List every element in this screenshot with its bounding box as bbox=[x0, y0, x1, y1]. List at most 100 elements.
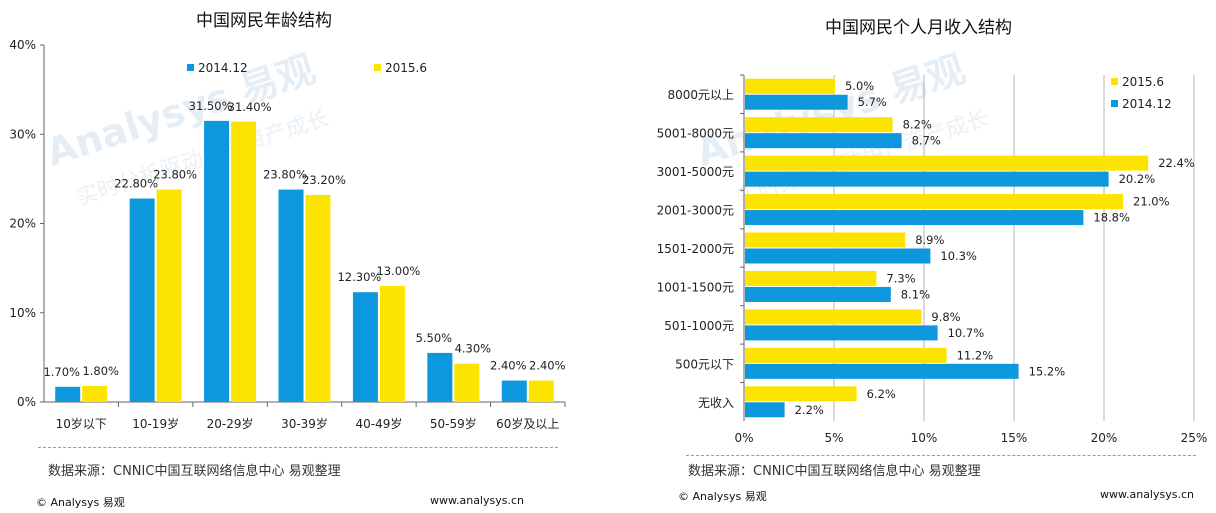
data-label: 8.1% bbox=[901, 287, 930, 301]
legend-swatch bbox=[374, 64, 381, 71]
bar-2014.12 bbox=[204, 120, 230, 403]
y-tick-label: 20% bbox=[9, 217, 36, 231]
x-tick-label: 60岁及以上 bbox=[496, 416, 559, 431]
bar-2015.6 bbox=[231, 121, 257, 402]
bar-2014.12 bbox=[352, 292, 378, 402]
legend-label: 2015.6 bbox=[385, 61, 427, 75]
data-label: 22.80% bbox=[114, 177, 158, 191]
x-tick-label: 0% bbox=[734, 431, 753, 445]
bar-2014.12 bbox=[55, 386, 81, 402]
source-note: 数据来源：CNNIC中国互联网络信息中心 易观整理 bbox=[688, 464, 981, 479]
x-tick-label: 10岁以下 bbox=[56, 416, 107, 431]
bar-2014.12 bbox=[745, 363, 1019, 379]
data-label: 2.40% bbox=[529, 359, 566, 373]
bar-2015.6 bbox=[305, 194, 331, 402]
data-label: 5.7% bbox=[858, 95, 887, 109]
data-label: 22.4% bbox=[1158, 156, 1195, 170]
bar-2015.6 bbox=[528, 380, 554, 402]
copyright: © Analysys 易观 bbox=[36, 496, 125, 509]
bar-2014.12 bbox=[129, 198, 155, 402]
x-tick-label: 20-29岁 bbox=[207, 416, 254, 431]
x-tick-label: 40-49岁 bbox=[355, 416, 402, 431]
legend-swatch bbox=[1111, 78, 1118, 85]
data-label: 5.50% bbox=[416, 331, 453, 345]
y-tick-label: 500元以下 bbox=[675, 357, 734, 371]
data-label: 8.2% bbox=[903, 118, 932, 132]
data-label: 23.20% bbox=[302, 173, 346, 187]
age-structure-panel: Analysys 易观 实时分析驱动用户资产成长 中国网民年龄结构 0% 10% 2… bbox=[0, 0, 600, 513]
divider bbox=[38, 447, 558, 448]
bar-2014.12 bbox=[745, 94, 848, 110]
bar-2014.12 bbox=[278, 189, 304, 402]
bar-2015.6 bbox=[745, 309, 922, 325]
data-label: 10.3% bbox=[940, 249, 977, 263]
data-label: 31.40% bbox=[228, 100, 272, 114]
data-label: 11.2% bbox=[957, 348, 994, 362]
x-tick-label: 20% bbox=[1091, 431, 1118, 445]
y-tick-label: 1501-2000元 bbox=[657, 242, 734, 256]
legend-label: 2014.12 bbox=[1122, 97, 1172, 111]
bar-2014.12 bbox=[745, 210, 1084, 226]
legend-swatch bbox=[1111, 100, 1118, 107]
income-bar-chart: 0% 5% 10% 15% 20% 25% 8000元以上 5.0% 5.7% 5001-8000… bbox=[657, 74, 1207, 445]
y-tick-label: 30% bbox=[9, 127, 36, 141]
bar-2014.12 bbox=[427, 352, 453, 402]
data-label: 23.80% bbox=[263, 168, 307, 182]
x-tick-label: 30-39岁 bbox=[281, 416, 328, 431]
bar-2014.12 bbox=[745, 248, 931, 264]
bar-2015.6 bbox=[379, 285, 405, 402]
bar-2014.12 bbox=[501, 380, 527, 402]
legend-label: 2015.6 bbox=[1122, 75, 1164, 89]
bar-2014.12 bbox=[745, 286, 891, 302]
data-label: 13.00% bbox=[376, 264, 420, 278]
bar-2015.6 bbox=[745, 347, 947, 363]
y-tick-label: 0% bbox=[17, 395, 36, 409]
website-link[interactable]: www.analysys.cn bbox=[1100, 488, 1194, 501]
bar-2014.12 bbox=[745, 402, 785, 418]
age-bar-chart: 0% 10% 20% 30% 40% 10岁以下 1.70% 1.80% 10-19岁 22.80… bbox=[9, 38, 566, 431]
x-tick-label: 15% bbox=[1001, 431, 1028, 445]
legend-label: 2014.12 bbox=[198, 61, 248, 75]
chart-title: 中国网民个人月收入结构 bbox=[825, 18, 1012, 38]
data-label: 31.50% bbox=[189, 99, 233, 113]
source-note: 数据来源：CNNIC中国互联网络信息中心 易观整理 bbox=[48, 464, 341, 479]
divider bbox=[686, 455, 1196, 456]
y-tick-label: 无收入 bbox=[698, 396, 734, 410]
y-tick-label: 40% bbox=[9, 38, 36, 52]
data-label: 9.8% bbox=[931, 310, 960, 324]
data-label: 10.7% bbox=[948, 326, 985, 340]
bar-2014.12 bbox=[745, 325, 938, 341]
legend-swatch bbox=[187, 64, 194, 71]
x-tick-label: 10-19岁 bbox=[132, 416, 179, 431]
x-tick-label: 5% bbox=[824, 431, 843, 445]
y-tick-label: 1001-1500元 bbox=[657, 280, 734, 294]
copyright: © Analysys 易观 bbox=[678, 490, 767, 503]
data-label: 18.8% bbox=[1093, 211, 1130, 225]
data-label: 21.0% bbox=[1133, 195, 1170, 209]
chart-title: 中国网民年龄结构 bbox=[196, 11, 332, 31]
data-label: 15.2% bbox=[1029, 364, 1066, 378]
data-label: 7.3% bbox=[886, 271, 915, 285]
y-tick-label: 5001-8000元 bbox=[657, 127, 734, 141]
bar-2015.6 bbox=[156, 189, 182, 402]
bar-2015.6 bbox=[82, 385, 108, 402]
bar-2015.6 bbox=[745, 78, 835, 94]
y-tick-label: 2001-3000元 bbox=[657, 204, 734, 218]
y-tick-label: 3001-5000元 bbox=[657, 165, 734, 179]
data-label: 20.2% bbox=[1119, 172, 1156, 186]
bar-2015.6 bbox=[745, 155, 1149, 171]
data-label: 6.2% bbox=[867, 387, 896, 401]
data-label: 8.9% bbox=[915, 233, 944, 247]
data-label: 12.30% bbox=[337, 270, 381, 284]
bar-2015.6 bbox=[745, 117, 893, 133]
bar-2015.6 bbox=[745, 386, 857, 402]
x-tick-label: 50-59岁 bbox=[430, 416, 477, 431]
bar-2015.6 bbox=[454, 363, 480, 402]
data-label: 1.80% bbox=[82, 364, 119, 378]
data-label: 2.2% bbox=[795, 403, 824, 417]
bar-2014.12 bbox=[745, 171, 1109, 187]
y-tick-label: 10% bbox=[9, 306, 36, 320]
website-link[interactable]: www.analysys.cn bbox=[430, 494, 524, 507]
y-tick-label: 501-1000元 bbox=[664, 319, 734, 333]
bar-2015.6 bbox=[745, 194, 1123, 210]
